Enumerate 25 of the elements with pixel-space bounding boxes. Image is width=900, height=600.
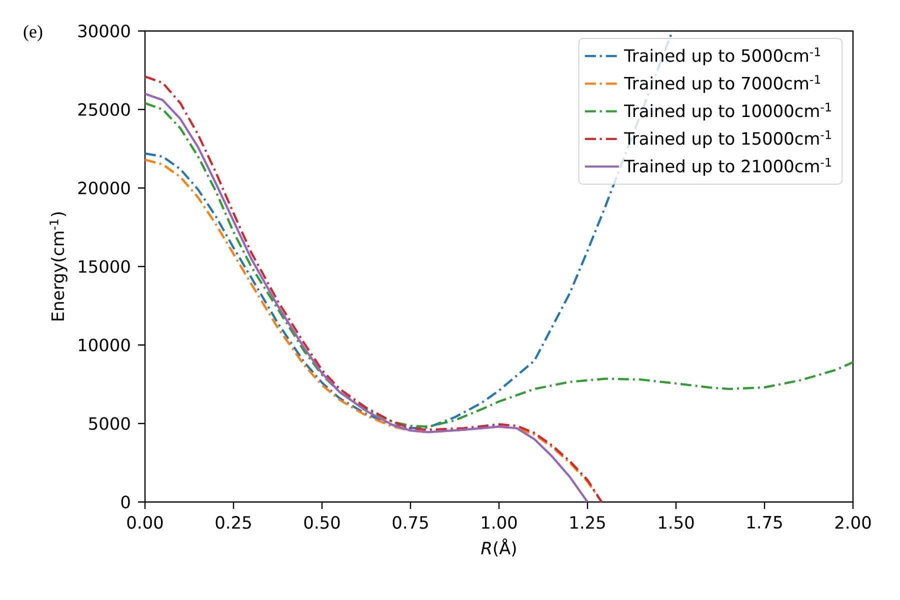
legend-label: Trained up to 7000cm$^{-1}$ — [624, 75, 820, 93]
legend-label: Trained up to 21000cm$^{-1}$ — [624, 158, 831, 176]
legend-label: Trained up to 5000cm$^{-1}$ — [624, 47, 820, 66]
y-tick-label: 10000 — [78, 338, 130, 352]
legend-label: Trained up to 10000cm$^{-1}$ — [624, 102, 831, 121]
y-tick-label: 5000 — [89, 417, 130, 430]
x-tick-label: 0.25 — [216, 516, 251, 529]
text: (e) — [24, 25, 42, 42]
y-axis-title: Energy(cm$^{-1}$) — [50, 212, 68, 320]
x-tick-label: 0.50 — [304, 516, 340, 529]
x-tick-label: 1.25 — [570, 516, 605, 529]
legend-label: Trained up to 15000cm$^{-1}$ — [624, 130, 831, 148]
y-tick-label: 20000 — [78, 182, 130, 194]
y-tick-label: 30000 — [78, 24, 130, 38]
x-tick-label: 0.75 — [392, 516, 428, 529]
x-tick-label: 0.00 — [127, 516, 163, 529]
y-tick-label: 15000 — [78, 260, 130, 273]
x-tick-label: 1.00 — [482, 516, 517, 529]
x-tick-label: 2.00 — [835, 516, 871, 529]
line-series — [145, 102, 854, 428]
x-tick-label: 1.75 — [748, 516, 782, 529]
y-tick-label: 25000 — [78, 103, 130, 116]
y-tick-label: 0 — [121, 496, 130, 508]
x-axis-title: R(Å) — [481, 538, 516, 556]
x-tick-label: 1.50 — [659, 516, 694, 529]
